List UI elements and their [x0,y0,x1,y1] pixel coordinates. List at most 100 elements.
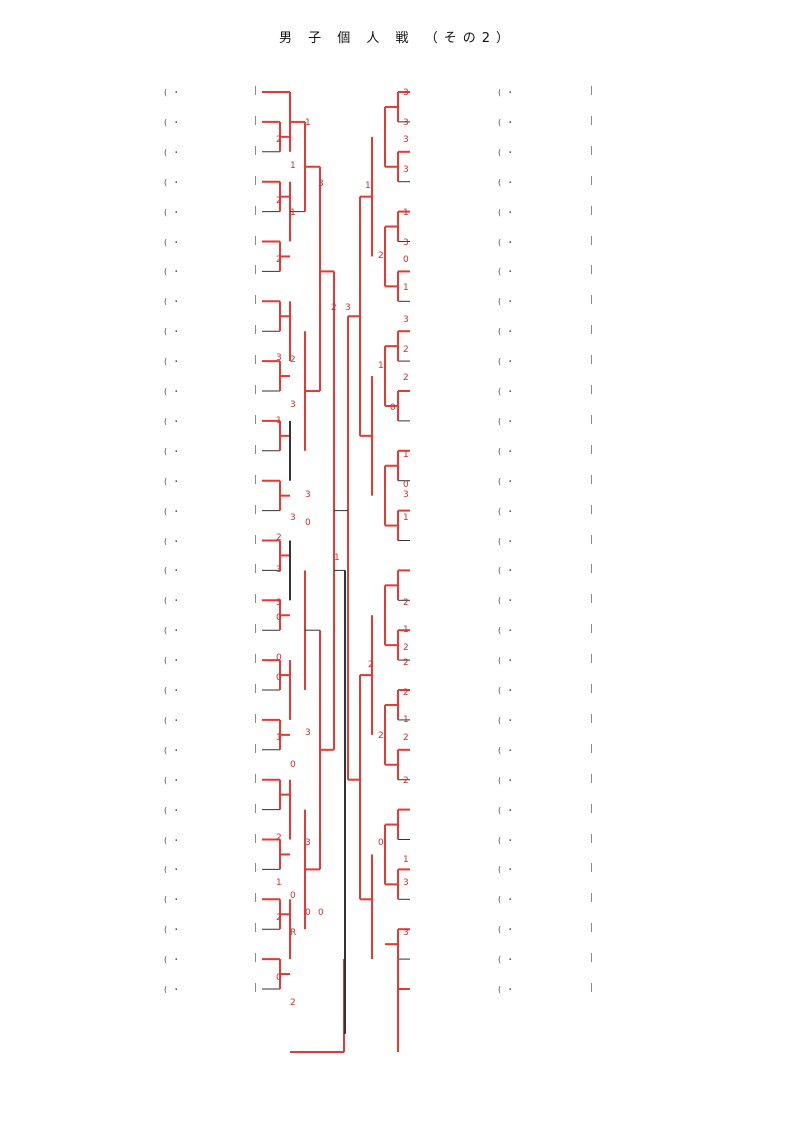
prefecture: ( ・ [498,835,515,845]
prefecture: ( ・ [164,626,181,636]
prefecture: ( ・ [164,446,181,456]
score-label: 1 [403,208,409,218]
score-label: 0 [305,518,311,528]
prefecture: ( ・ [164,536,181,546]
score-label: 3 [276,565,282,575]
prefecture: ( ・ [164,715,181,725]
separator: | [590,86,594,96]
separator: | [254,86,258,96]
prefecture: ( ・ [498,715,515,725]
score-label: 3 [403,315,409,325]
score-label: 1 [403,450,409,460]
prefecture: ( ・ [498,536,515,546]
score-label: 1 [290,161,296,171]
separator: | [254,953,258,964]
prefecture: ( ・ [498,745,515,755]
prefecture: ( ・ [498,267,515,277]
separator: | [590,743,594,754]
separator: | [590,414,594,425]
separator: | [254,534,258,545]
separator: | [590,295,594,306]
separator: | [590,355,594,366]
prefecture: ( ・ [164,895,181,905]
score-label: 3 [318,179,324,189]
score-label: 0 [390,403,396,413]
separator: | [254,923,258,934]
prefecture: ( ・ [498,925,515,935]
separator: | [254,414,258,425]
separator: | [590,205,594,216]
separator: | [254,115,258,126]
score-label: 2 [276,196,282,206]
prefecture: ( ・ [498,985,515,994]
prefecture: ( ・ [498,147,515,157]
separator: | [254,773,258,784]
separator: | [590,893,594,904]
separator: | [590,175,594,186]
prefecture: ( ・ [498,656,515,666]
prefecture: ( ・ [164,88,181,97]
prefecture: ( ・ [164,207,181,217]
prefecture: ( ・ [164,237,181,247]
separator: | [254,325,258,336]
prefecture: ( ・ [164,506,181,516]
score-label: 0 [276,653,282,663]
prefecture: ( ・ [164,596,181,606]
score-label: 1 [403,855,409,865]
prefecture: ( ・ [498,416,515,426]
score-label: 3 [403,118,409,128]
prefecture: ( ・ [164,177,181,187]
prefecture: ( ・ [164,656,181,666]
score-label: 3 [290,513,296,523]
score-label: 0 [403,480,409,490]
score-label: 3 [305,490,311,500]
score-label: 2 [403,658,409,668]
score-label: 1 [403,625,409,635]
prefecture: ( ・ [164,117,181,127]
separator: | [590,983,594,993]
separator: | [590,773,594,784]
score-label: 1 [403,283,409,293]
page-title: 男 子 個 人 戦 （その2） [279,31,515,46]
prefecture: ( ・ [498,865,515,875]
prefecture: ( ・ [498,387,515,396]
separator: | [254,564,258,575]
score-label: 3 [403,135,409,145]
score-label: 1 [334,553,340,563]
score-label: 2 [403,373,409,383]
prefecture: ( ・ [164,955,181,965]
score-label: 0 [403,255,409,265]
score-label: 0 [305,908,311,918]
prefecture: ( ・ [164,835,181,845]
score-label: 2 [403,345,409,355]
score-label: 2 [403,733,409,743]
separator: | [590,624,594,635]
separator: | [254,235,258,246]
separator: | [254,654,258,665]
separator: | [590,444,594,455]
score-label: 2 [276,913,282,923]
score-label: 2 [290,998,296,1008]
separator: | [590,235,594,246]
prefecture: ( ・ [498,775,515,785]
separator: | [254,385,258,395]
score-label: 1 [403,513,409,523]
separator: | [254,265,258,276]
separator: | [254,175,258,186]
score-label: 2 [276,833,282,843]
score-label: 3 [403,165,409,175]
prefecture: ( ・ [164,147,181,157]
separator: | [254,713,258,724]
separator: | [254,444,258,455]
separator: | [590,594,594,605]
prefecture: ( ・ [164,267,181,277]
score-label: 0 [378,838,384,848]
prefecture: ( ・ [498,596,515,606]
score-label: 3 [290,400,296,410]
prefecture: ( ・ [164,357,181,367]
score-label: 1 [290,208,296,218]
score-label: 2 [378,251,384,261]
prefecture: ( ・ [498,177,515,187]
score-label: 2 [403,643,409,653]
